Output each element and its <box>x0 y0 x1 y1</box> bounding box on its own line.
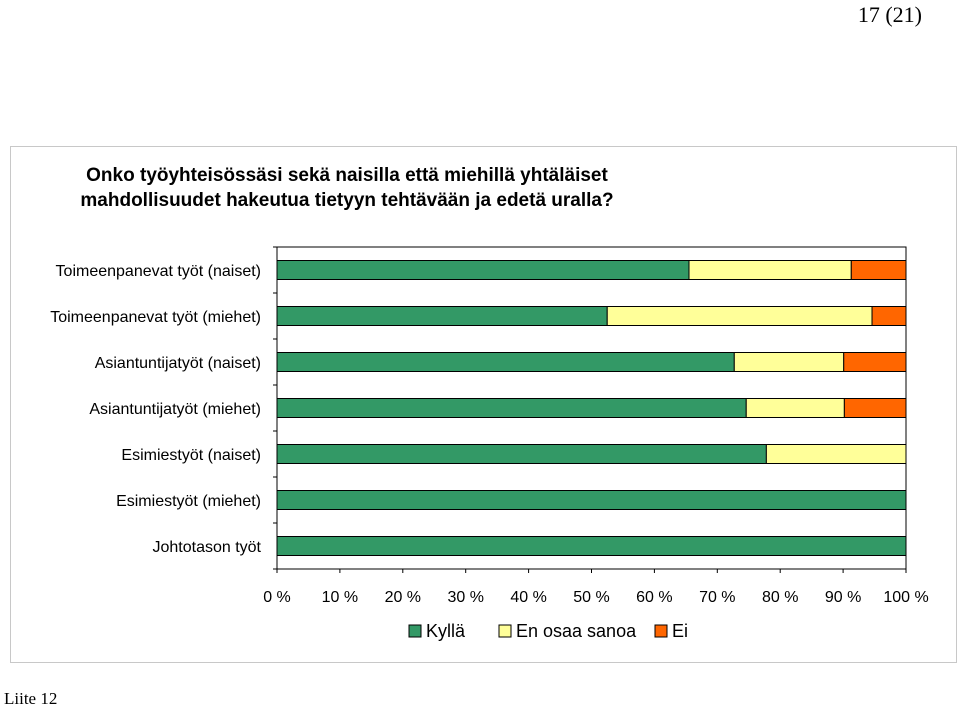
appendix-label: Liite 12 <box>4 689 58 708</box>
bar-segment <box>850 260 907 280</box>
x-tick-label: 60 % <box>636 589 672 606</box>
stacked-bar-chart: Toimeenpanevat työt (naiset) Toimeenpanev… <box>50 246 929 641</box>
bar-segment <box>276 536 907 556</box>
legend-swatch <box>498 624 512 638</box>
chart-title: Onko työyhteisössäsi sekä naisilla että … <box>11 163 683 213</box>
x-tick-label: 10 % <box>322 589 358 606</box>
x-tick-label: 70 % <box>699 589 735 606</box>
x-tick-label: 50 % <box>573 589 609 606</box>
chart-title-line-1: Onko työyhteisössäsi sekä naisilla että … <box>86 165 608 186</box>
category-label: Toimeenpanevat työt (naiset) <box>56 263 261 280</box>
bar-segment <box>843 398 907 418</box>
x-tick-label: 40 % <box>510 589 546 606</box>
category-label: Esimiestyöt (naiset) <box>121 447 261 464</box>
x-tick-label: 100 % <box>883 589 928 606</box>
category-label: Asiantuntijatyöt (naiset) <box>95 355 261 372</box>
bar-segment <box>276 306 608 326</box>
legend-swatch <box>654 624 668 638</box>
x-tick-label: 20 % <box>385 589 421 606</box>
bar-segment <box>733 352 845 372</box>
x-tick-label: 30 % <box>447 589 483 606</box>
category-label: Asiantuntijatyöt (miehet) <box>89 401 261 418</box>
page-number: 17 (21) <box>857 2 922 27</box>
bar-segment <box>276 490 907 510</box>
legend-label: Ei <box>672 621 688 641</box>
bar-segment <box>276 444 767 464</box>
legend-swatch <box>408 624 422 638</box>
bar-segment <box>276 398 747 418</box>
bar-segment <box>606 306 873 326</box>
chart-title-line-2: mahdollisuudet hakeutua tietyyn tehtävää… <box>80 190 614 211</box>
bar-segment <box>745 398 845 418</box>
x-tick-label: 80 % <box>762 589 798 606</box>
chart-frame: Onko työyhteisössäsi sekä naisilla että … <box>10 146 957 663</box>
legend-label: Kyllä <box>426 621 466 641</box>
bar-segment <box>765 444 907 464</box>
x-tick-label: 0 % <box>263 589 291 606</box>
category-label: Johtotason työt <box>152 539 261 556</box>
bar-segment <box>871 306 907 326</box>
bar-segment <box>276 260 690 280</box>
bar-segment <box>688 260 852 280</box>
category-label: Toimeenpanevat työt (miehet) <box>50 309 261 326</box>
legend-label: En osaa sanoa <box>516 621 637 641</box>
x-tick-label: 90 % <box>825 589 861 606</box>
bar-segment <box>276 352 735 372</box>
bar-segment <box>843 352 907 372</box>
category-label: Esimiestyöt (miehet) <box>116 493 261 510</box>
